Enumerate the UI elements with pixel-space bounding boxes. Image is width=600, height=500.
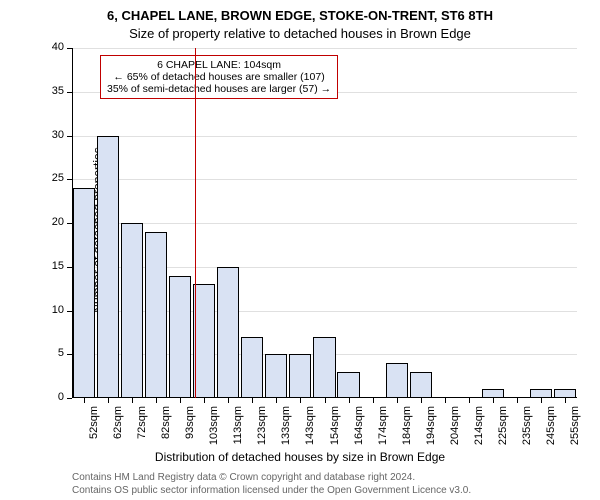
reference-info-box: 6 CHAPEL LANE: 104sqm ← 65% of detached … xyxy=(100,55,338,99)
x-tick-label: 164sqm xyxy=(353,406,365,450)
chart-title-line1: 6, CHAPEL LANE, BROWN EDGE, STOKE-ON-TRE… xyxy=(0,8,600,23)
x-tick xyxy=(373,398,374,403)
x-tick xyxy=(397,398,398,403)
x-tick-label: 103sqm xyxy=(208,406,220,450)
footer-line-2: Contains OS public sector information li… xyxy=(72,485,471,496)
x-tick xyxy=(180,398,181,403)
bar xyxy=(530,389,552,398)
y-tick xyxy=(67,136,72,137)
grid-line xyxy=(73,136,577,137)
y-tick xyxy=(67,92,72,93)
x-tick-label: 255sqm xyxy=(569,406,581,450)
x-tick-label: 62sqm xyxy=(112,406,124,450)
bar xyxy=(193,284,215,398)
x-tick-label: 235sqm xyxy=(521,406,533,450)
y-tick xyxy=(67,398,72,399)
y-tick-label: 10 xyxy=(42,304,64,316)
x-tick xyxy=(421,398,422,403)
bar xyxy=(289,354,311,398)
x-tick-label: 174sqm xyxy=(377,406,389,450)
footer-line-1: Contains HM Land Registry data © Crown c… xyxy=(72,472,415,483)
bar xyxy=(73,188,95,398)
bar xyxy=(554,389,576,398)
x-tick-label: 123sqm xyxy=(256,406,268,450)
x-tick xyxy=(565,398,566,403)
x-tick-label: 184sqm xyxy=(401,406,413,450)
bar xyxy=(386,363,408,398)
y-tick-label: 30 xyxy=(42,129,64,141)
y-tick xyxy=(67,223,72,224)
bar xyxy=(217,267,239,398)
bar xyxy=(97,136,119,399)
reference-line xyxy=(195,48,197,398)
y-tick-label: 0 xyxy=(42,391,64,403)
x-tick-label: 113sqm xyxy=(232,406,244,450)
x-tick-label: 72sqm xyxy=(136,406,148,450)
y-tick xyxy=(67,48,72,49)
x-tick xyxy=(517,398,518,403)
x-tick-label: 154sqm xyxy=(329,406,341,450)
x-tick xyxy=(541,398,542,403)
x-tick-label: 245sqm xyxy=(545,406,557,450)
info-line-3: 35% of semi-detached houses are larger (… xyxy=(107,83,331,95)
x-tick xyxy=(349,398,350,403)
x-tick xyxy=(132,398,133,403)
y-tick-label: 35 xyxy=(42,85,64,97)
grid-line xyxy=(73,48,577,49)
grid-line xyxy=(73,179,577,180)
x-axis-title: Distribution of detached houses by size … xyxy=(0,450,600,464)
x-tick xyxy=(300,398,301,403)
x-tick-label: 194sqm xyxy=(425,406,437,450)
bar xyxy=(145,232,167,398)
x-tick xyxy=(84,398,85,403)
bar xyxy=(313,337,335,398)
bar xyxy=(337,372,359,398)
y-tick xyxy=(67,354,72,355)
y-tick xyxy=(67,179,72,180)
bar xyxy=(265,354,287,398)
info-line-2: ← 65% of detached houses are smaller (10… xyxy=(107,71,331,83)
chart-title-line2: Size of property relative to detached ho… xyxy=(0,26,600,41)
bar xyxy=(482,389,504,398)
x-tick xyxy=(108,398,109,403)
y-tick-label: 15 xyxy=(42,260,64,272)
y-tick xyxy=(67,311,72,312)
y-tick-label: 40 xyxy=(42,41,64,53)
y-tick-label: 20 xyxy=(42,216,64,228)
x-tick-label: 143sqm xyxy=(304,406,316,450)
info-line-1: 6 CHAPEL LANE: 104sqm xyxy=(107,59,331,71)
y-tick xyxy=(67,267,72,268)
x-tick xyxy=(469,398,470,403)
x-tick-label: 225sqm xyxy=(497,406,509,450)
bar xyxy=(169,276,191,399)
x-tick xyxy=(276,398,277,403)
x-tick xyxy=(228,398,229,403)
bar xyxy=(121,223,143,398)
x-tick-label: 133sqm xyxy=(280,406,292,450)
x-tick xyxy=(156,398,157,403)
bar xyxy=(241,337,263,398)
x-tick xyxy=(252,398,253,403)
x-tick-label: 214sqm xyxy=(473,406,485,450)
x-tick xyxy=(445,398,446,403)
y-tick-label: 5 xyxy=(42,347,64,359)
bar xyxy=(410,372,432,398)
x-tick-label: 52sqm xyxy=(88,406,100,450)
x-tick-label: 204sqm xyxy=(449,406,461,450)
x-tick-label: 93sqm xyxy=(184,406,196,450)
x-tick xyxy=(204,398,205,403)
y-tick-label: 25 xyxy=(42,172,64,184)
x-tick-label: 82sqm xyxy=(160,406,172,450)
x-tick xyxy=(493,398,494,403)
x-tick xyxy=(325,398,326,403)
grid-line xyxy=(73,223,577,224)
